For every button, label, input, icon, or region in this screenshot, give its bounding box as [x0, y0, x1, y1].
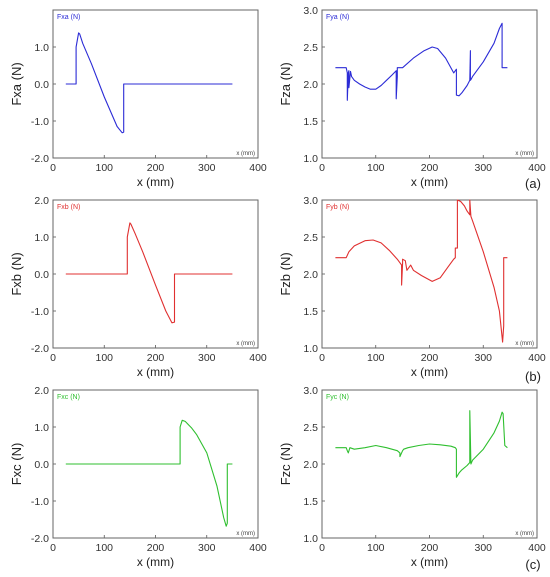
series-line [65, 419, 233, 527]
x-tick-label: 300 [474, 542, 492, 554]
x-tick-label: 100 [367, 162, 385, 174]
panel-label: (a) [525, 176, 541, 191]
x-axis-label: x (mm) [411, 555, 448, 569]
y-tick-label: 1.0 [34, 422, 49, 434]
y-tick-label: 2.0 [34, 195, 49, 207]
x-tick-label: 100 [367, 542, 385, 554]
y-tick-label: -1.0 [31, 116, 49, 128]
x-tick-label: 400 [528, 542, 546, 554]
y-tick-label: 1.0 [34, 42, 49, 54]
y-axis-label: Fxa (N) [9, 62, 24, 105]
x-tick-label: 0 [319, 162, 325, 174]
y-tick-label: 1.5 [303, 496, 318, 508]
y-tick-label: 1.5 [303, 116, 318, 128]
y-tick-label: -1.0 [31, 306, 49, 318]
y-tick-label: -2.0 [31, 343, 49, 355]
y-axis-label: Fza (N) [278, 62, 293, 105]
y-tick-label: 0.0 [34, 459, 49, 471]
x-tick-label: 0 [319, 352, 325, 364]
x-tick-label: 100 [95, 352, 113, 364]
y-tick-label: -1.0 [31, 496, 49, 508]
y-axis-label: Fxb (N) [9, 252, 24, 295]
series-line [335, 22, 508, 101]
x-tick-label: 400 [528, 352, 546, 364]
x-tick-label: 400 [249, 542, 267, 554]
x-tick-label: 200 [147, 162, 165, 174]
x-tick-label: 0 [50, 352, 56, 364]
plot-frame [52, 389, 259, 539]
x-tick-label: 200 [421, 162, 439, 174]
y-axis-label: Fxc (N) [9, 443, 24, 486]
y-tick-label: -2.0 [31, 533, 49, 545]
series-legend: Fxb (N) [57, 204, 80, 211]
y-tick-label: 0.0 [34, 79, 49, 91]
y-tick-label: 2.5 [303, 42, 318, 54]
series-legend: Fyb (N) [326, 204, 349, 211]
series-legend: Fyc (N) [326, 394, 349, 401]
y-tick-label: 1.0 [303, 343, 318, 355]
x-unit-label: x (mm) [515, 531, 534, 537]
x-axis-label: x (mm) [411, 175, 448, 189]
y-tick-label: 2.5 [303, 232, 318, 244]
plot-frame [321, 389, 538, 539]
x-axis-label: x (mm) [137, 175, 174, 189]
y-tick-label: 2.0 [34, 385, 49, 397]
series-legend: Fya (N) [326, 14, 349, 21]
x-unit-label: x (mm) [236, 341, 255, 347]
x-unit-label: x (mm) [236, 151, 255, 157]
x-tick-label: 100 [95, 542, 113, 554]
x-tick-label: 400 [249, 352, 267, 364]
y-tick-label: 2.0 [303, 79, 318, 91]
y-tick-label: 3.0 [303, 385, 318, 397]
panel-label: (b) [525, 369, 541, 384]
series-line [65, 222, 233, 324]
y-tick-label: 1.0 [303, 153, 318, 165]
series-legend: Fxc (N) [57, 394, 80, 401]
plot-frame [321, 9, 538, 159]
x-tick-label: 400 [249, 162, 267, 174]
y-tick-label: 2.0 [303, 459, 318, 471]
y-tick-label: 1.0 [303, 533, 318, 545]
x-tick-label: 0 [50, 162, 56, 174]
y-axis-label: Fzb (N) [278, 252, 293, 295]
y-axis-label: Fzc (N) [278, 443, 293, 486]
series-line [335, 199, 508, 343]
x-tick-label: 300 [474, 352, 492, 364]
series-line [335, 410, 508, 478]
series-line [65, 32, 233, 134]
x-tick-label: 200 [147, 352, 165, 364]
x-axis-label: x (mm) [137, 555, 174, 569]
y-tick-label: -2.0 [31, 153, 49, 165]
x-axis-label: x (mm) [137, 365, 174, 379]
y-tick-label: 2.5 [303, 422, 318, 434]
x-tick-label: 200 [147, 542, 165, 554]
series-legend: Fxa (N) [57, 14, 80, 21]
x-tick-label: 300 [474, 162, 492, 174]
x-unit-label: x (mm) [515, 341, 534, 347]
x-tick-label: 400 [528, 162, 546, 174]
x-tick-label: 300 [198, 162, 216, 174]
y-tick-label: 1.0 [34, 232, 49, 244]
y-tick-label: 0.0 [34, 269, 49, 281]
x-tick-label: 300 [198, 542, 216, 554]
plot-frame [52, 199, 259, 349]
y-tick-label: 3.0 [303, 195, 318, 207]
x-tick-label: 100 [367, 352, 385, 364]
plot-frame [52, 9, 259, 159]
x-unit-label: x (mm) [236, 531, 255, 537]
y-tick-label: 3.0 [303, 5, 318, 17]
y-tick-label: 2.0 [303, 269, 318, 281]
x-tick-label: 200 [421, 542, 439, 554]
x-tick-label: 300 [198, 352, 216, 364]
x-unit-label: x (mm) [515, 151, 534, 157]
panel-label: (c) [525, 557, 540, 572]
x-tick-label: 100 [95, 162, 113, 174]
plot-frame [321, 199, 538, 349]
x-tick-label: 0 [319, 542, 325, 554]
y-tick-label: 1.5 [303, 306, 318, 318]
x-tick-label: 200 [421, 352, 439, 364]
x-axis-label: x (mm) [411, 365, 448, 379]
x-tick-label: 0 [50, 542, 56, 554]
